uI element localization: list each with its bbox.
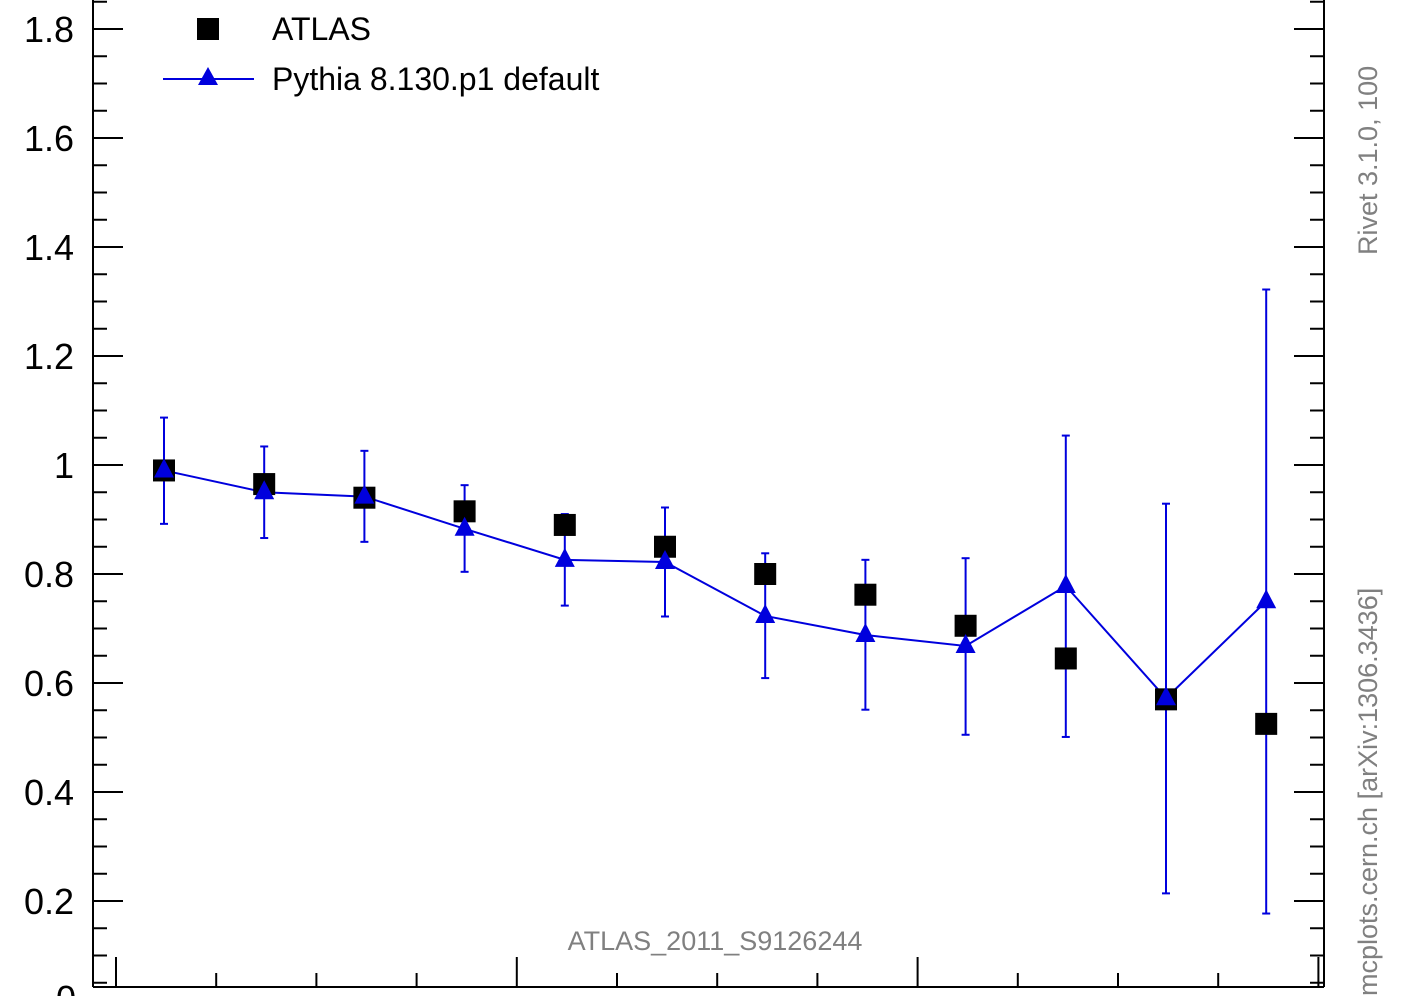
pythia-point <box>154 458 174 478</box>
pythia-point <box>955 633 976 653</box>
y-tick-labels: 0.2 0.4 0.6 0.8 1 1.2 1.4 1.6 1.8 <box>24 9 74 922</box>
atlas-data-points <box>153 459 1278 735</box>
atlas-point <box>654 535 676 558</box>
pythia-point <box>354 484 375 504</box>
y-tick-label: 0.8 <box>24 554 74 595</box>
pythia-point <box>855 623 876 643</box>
legend-pythia-label: Pythia 8.130.p1 default <box>272 61 599 97</box>
side-text-mcplots: mcplots.cern.ch [arXiv:1306.3436] <box>1353 588 1383 996</box>
pythia-point <box>1256 589 1277 609</box>
pythia-series-line <box>163 469 1267 700</box>
legend-atlas-marker <box>197 18 219 40</box>
pythia-point <box>1055 573 1076 593</box>
analysis-watermark: ATLAS_2011_S9126244 <box>568 926 863 956</box>
pythia-data-points <box>154 458 1277 706</box>
pythia-point <box>554 547 575 567</box>
legend-pythia-marker <box>198 67 218 85</box>
side-text-rivet: Rivet 3.1.0, 100 <box>1353 66 1383 255</box>
atlas-point <box>954 614 977 637</box>
pythia-error-bars <box>160 288 1271 915</box>
y-tick-label: 0.4 <box>24 772 74 813</box>
pythia-point <box>1156 686 1176 706</box>
atlas-point <box>553 513 576 536</box>
axis-ticks <box>93 0 1324 987</box>
legend: ATLAS Pythia 8.130.p1 default <box>163 11 599 97</box>
atlas-point <box>754 563 777 585</box>
y-tick-label: 1.4 <box>24 227 74 268</box>
y-tick-label: 1 <box>54 445 74 486</box>
pythia-point <box>755 603 776 623</box>
pythia-point <box>454 516 475 536</box>
atlas-point <box>1255 712 1278 735</box>
y-tick-label: 0.2 <box>24 881 74 922</box>
y-tick-label: 0.6 <box>24 663 74 704</box>
y-tick-label: 1.8 <box>24 9 74 50</box>
pythia-point <box>655 550 675 570</box>
legend-atlas-label: ATLAS <box>272 11 371 47</box>
atlas-point <box>1054 647 1077 670</box>
y-tick-label: 1.2 <box>24 336 74 377</box>
atlas-point <box>453 500 476 523</box>
pythia-line <box>163 469 1267 700</box>
y-tick-label: 1.6 <box>24 118 74 159</box>
pythia-point <box>254 480 275 500</box>
y-tick-label-0-partial: 0 <box>56 978 76 996</box>
atlas-point <box>854 583 877 606</box>
